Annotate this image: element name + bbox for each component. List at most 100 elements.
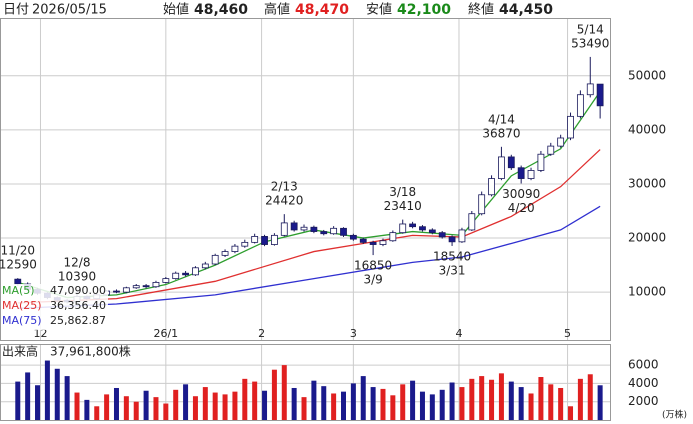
- candle-body: [586, 83, 594, 96]
- high-value: 48,470: [295, 2, 349, 18]
- candle-body: [330, 227, 338, 235]
- candle-body: [478, 194, 486, 215]
- volume-bar: [489, 379, 495, 420]
- annotation-value: 23410: [384, 199, 422, 213]
- volume-bar: [242, 378, 248, 420]
- annotation-date: 3/18: [389, 185, 416, 199]
- candle-body: [201, 263, 209, 269]
- volume-bar: [192, 396, 198, 420]
- volume-bar: [232, 391, 238, 420]
- candle-body: [507, 156, 515, 169]
- volume-bar: [558, 387, 564, 420]
- x-tick-label: 2: [258, 327, 265, 340]
- volume-unit: (万株): [662, 409, 687, 421]
- candle-body: [527, 170, 535, 179]
- candle-body: [409, 223, 416, 228]
- candle-body: [211, 254, 219, 265]
- y-tick-label: 30000: [628, 176, 666, 190]
- volume-bar: [301, 397, 307, 420]
- y-tick-label: 50000: [628, 68, 666, 82]
- volume-bar: [331, 393, 337, 420]
- volume-bar: [74, 392, 80, 420]
- moving-average-line: [17, 205, 601, 310]
- candle-body: [419, 226, 426, 231]
- candle-body: [537, 153, 545, 171]
- volume-bar: [133, 401, 139, 420]
- x-tick-label: 12: [33, 327, 47, 340]
- date-label: 日付: [3, 3, 29, 18]
- volume-bar: [459, 387, 465, 420]
- candle-body: [488, 178, 495, 196]
- annotation-value: 10390: [58, 270, 96, 284]
- volume-bar: [94, 406, 100, 420]
- annotation-value: 24420: [265, 194, 303, 208]
- annotation-value: 18540: [433, 249, 471, 263]
- volume-bar: [113, 387, 119, 420]
- candle-body: [152, 281, 160, 288]
- candle-body: [349, 234, 357, 240]
- candle-body: [172, 272, 180, 280]
- volume-bar: [252, 381, 258, 420]
- candle-body: [428, 229, 436, 234]
- volume-bar: [370, 387, 376, 420]
- volume-bar: [380, 388, 386, 420]
- volume-label: 37,961,800株: [50, 344, 131, 359]
- volume-frame: [0, 344, 611, 421]
- volume-bar: [104, 394, 110, 420]
- volume-bar: [84, 399, 90, 420]
- candle-body: [251, 236, 259, 243]
- candle-body: [498, 156, 505, 179]
- x-tick-label: 26/1: [153, 327, 178, 340]
- annotation-value: 53490: [571, 36, 609, 50]
- date: 2026/05/15: [32, 3, 107, 18]
- candle-body: [142, 285, 150, 288]
- legend-box: [1, 284, 108, 330]
- legend-name: MA(5): [2, 284, 35, 297]
- volume-bar: [153, 397, 159, 420]
- volume-bar: [281, 365, 287, 420]
- candle-body: [576, 94, 584, 117]
- candle-body: [300, 226, 308, 231]
- volume-bar: [577, 378, 583, 420]
- volume-bar: [429, 394, 435, 420]
- candle-body: [557, 137, 565, 147]
- candle-body: [192, 267, 199, 276]
- volume-bar: [271, 369, 277, 420]
- volume-bar: [183, 384, 189, 420]
- candle-body: [359, 238, 367, 243]
- candle-body: [340, 227, 347, 236]
- candle-body: [162, 278, 170, 283]
- volume-bar: [35, 385, 41, 420]
- volume-bar: [44, 360, 50, 420]
- volume-bar: [15, 381, 21, 420]
- price-frame: [0, 18, 611, 341]
- volume-tick-label: 2000: [628, 394, 659, 408]
- volume-bar: [25, 372, 31, 420]
- x-tick-label: 5: [564, 327, 571, 340]
- annotation-date: 3/9: [363, 273, 382, 287]
- low-label: 安値: [366, 2, 392, 18]
- candle-body: [290, 222, 298, 231]
- candle-body: [379, 240, 387, 245]
- annotation-value: 12590: [0, 258, 37, 272]
- candle-body: [458, 229, 466, 243]
- y-tick-label: 20000: [628, 231, 666, 245]
- volume-bar: [360, 376, 366, 420]
- candle-body: [468, 213, 476, 231]
- y-tick-label: 10000: [628, 285, 666, 299]
- volume-bar: [262, 390, 268, 420]
- volume-bar: [587, 374, 593, 420]
- volume-bar: [528, 393, 534, 420]
- candle-body: [261, 236, 268, 245]
- legend-name: MA(25): [2, 299, 42, 312]
- volume-bar: [123, 396, 129, 420]
- volume-bar: [341, 391, 347, 420]
- candle-body: [122, 287, 130, 293]
- x-tick-label: 3: [350, 327, 357, 340]
- moving-average-line: [17, 149, 601, 304]
- legend-name: MA(75): [2, 314, 42, 327]
- volume-bar: [222, 394, 228, 420]
- candle-body: [369, 241, 377, 245]
